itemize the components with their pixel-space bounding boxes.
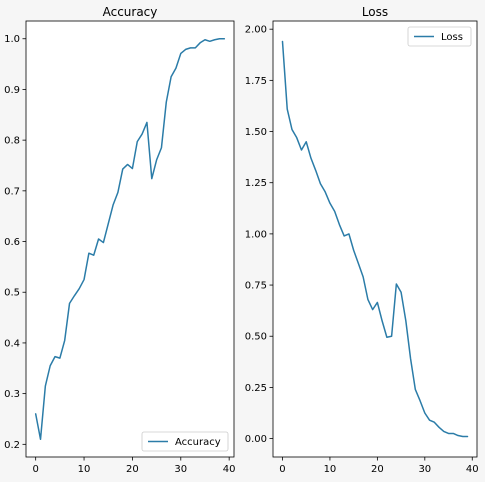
loss-title: Loss xyxy=(362,5,388,19)
loss-legend: Loss xyxy=(407,26,472,47)
loss-x-tick-label: 10 xyxy=(324,464,337,475)
accuracy-x-tick-label: 40 xyxy=(223,464,236,475)
loss-x-tick-label: 30 xyxy=(418,464,431,475)
loss-plot-area xyxy=(272,20,478,458)
loss-y-tick-label: 0.75 xyxy=(245,281,267,292)
accuracy-y-tick-label: 0.4 xyxy=(4,338,20,349)
accuracy-x-tick-label: 30 xyxy=(174,464,187,475)
accuracy-y-tick-label: 0.6 xyxy=(4,237,20,248)
loss-y-tick-label: 0.00 xyxy=(245,434,267,445)
loss-series-line xyxy=(281,40,469,438)
accuracy-y-tick-label: 1.0 xyxy=(4,34,20,45)
accuracy-y-tick-label: 0.2 xyxy=(4,440,20,451)
loss-y-tick-label: 2.00 xyxy=(245,25,267,36)
loss-y-tick-label: 1.00 xyxy=(245,229,267,240)
loss-x-tick-label: 20 xyxy=(371,464,384,475)
loss-y-tick-label: 1.75 xyxy=(245,76,267,87)
accuracy-legend-box xyxy=(141,431,229,452)
loss-y-tick-label: 0.50 xyxy=(245,332,267,343)
accuracy-title: Accuracy xyxy=(103,5,158,19)
loss-y-tick-label: 0.25 xyxy=(245,383,267,394)
accuracy-x-tick-label: 10 xyxy=(78,464,91,475)
accuracy-y-tick-label: 0.9 xyxy=(4,85,20,96)
accuracy-legend-label: Accuracy xyxy=(175,437,221,448)
loss-y-tick-label: 1.25 xyxy=(245,178,267,189)
loss-legend-label: Loss xyxy=(441,32,463,43)
loss-y-tick-label: 1.50 xyxy=(245,127,267,138)
loss-x-tick-label: 0 xyxy=(279,464,285,475)
accuracy-y-tick-label: 0.5 xyxy=(4,288,20,299)
accuracy-x-tick-label: 20 xyxy=(126,464,139,475)
loss-legend-box xyxy=(407,26,472,47)
accuracy-legend: Accuracy xyxy=(141,431,229,452)
accuracy-y-tick-label: 0.8 xyxy=(4,136,20,147)
loss-chart: Loss 0 10 20 30 40 0.00 0.25 0.50 0.75 1.00 1.25 1.5… xyxy=(245,5,479,475)
accuracy-y-tick-label: 0.3 xyxy=(4,389,20,400)
accuracy-plot-area xyxy=(25,20,235,458)
accuracy-chart: Accuracy 0 10 20 30 40 0.2 0.3 0.4 0.5 0.6 0.7 0.8 0.… xyxy=(4,5,235,475)
loss-x-tick-label: 40 xyxy=(466,464,479,475)
accuracy-y-tick-label: 0.7 xyxy=(4,186,20,197)
accuracy-series-line xyxy=(34,37,226,441)
accuracy-x-tick-label: 0 xyxy=(32,464,38,475)
